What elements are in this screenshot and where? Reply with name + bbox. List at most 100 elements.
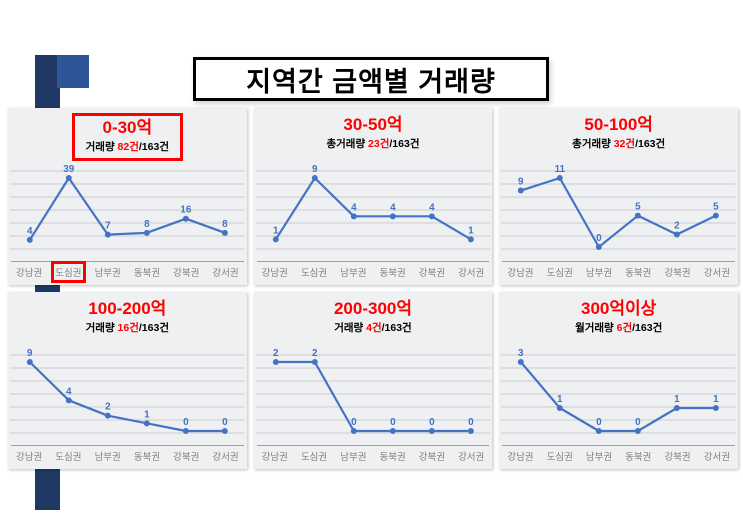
svg-text:2: 2 <box>273 348 279 359</box>
line-chart: 9 4 2 1 0 0 <box>10 348 245 434</box>
chart-panel-100-200: 100-200억 거래량 16건/163건 9 4 2 1 0 0 강남권 도심권 남부권 동북… <box>8 292 247 469</box>
chart-subtitle: 거래량 82건/163건 <box>86 140 169 155</box>
subtitle-prefix: 거래량 <box>334 321 367 334</box>
subtitle-total: /163건 <box>138 140 169 153</box>
svg-text:0: 0 <box>222 417 228 428</box>
slide-title-box: 지역간 금액별 거래량 <box>193 57 549 101</box>
chart-header: 30-50억 총거래량 23건/163건 <box>256 111 491 163</box>
chart-header-box: 100-200억 거래량 16건/163건 <box>75 297 180 339</box>
subtitle-total: /163건 <box>632 321 663 334</box>
line-chart: 4 39 7 8 16 8 <box>10 164 245 250</box>
subtitle-prefix: 총거래량 <box>572 137 614 150</box>
svg-text:1: 1 <box>557 394 563 405</box>
subtitle-count: 6건 <box>616 321 633 334</box>
svg-text:4: 4 <box>27 226 33 237</box>
subtitle-count: 4건 <box>366 321 382 334</box>
svg-text:2: 2 <box>674 220 680 231</box>
chart-title: 300억이상 <box>581 299 657 318</box>
svg-text:4: 4 <box>429 202 435 213</box>
x-axis: 강남권 도심권 남부권 동북권 강북권 강서권 <box>256 445 490 467</box>
x-axis-label: 남부권 <box>585 268 613 279</box>
x-axis-label: 강서권 <box>458 452 485 463</box>
subtitle-count: 23건 <box>368 137 390 150</box>
svg-text:0: 0 <box>390 417 396 428</box>
x-axis-label: 강서권 <box>703 268 730 279</box>
line-chart: 3 1 0 0 1 1 <box>501 348 736 434</box>
x-axis-label: 강북권 <box>173 452 200 463</box>
x-axis-label: 강북권 <box>664 268 691 279</box>
chart-title: 200-300억 <box>333 299 412 318</box>
chart-header: 300억이상 월거래량 6건/163건 <box>501 295 736 347</box>
chart-panel-30-50: 30-50억 총거래량 23건/163건 1 9 4 4 4 1 강남권 도심권 남부권 동북권… <box>253 108 493 285</box>
chart-subtitle: 거래량 16건/163건 <box>86 321 169 336</box>
decorative-blue-square <box>57 55 89 88</box>
svg-text:39: 39 <box>63 164 74 175</box>
chart-subtitle: 총거래량 23건/163건 <box>326 137 419 152</box>
subtitle-total: /163건 <box>389 137 420 150</box>
x-axis: 강남권 도심권 남부권 동북권 강북권 강서권 <box>11 445 244 467</box>
svg-text:9: 9 <box>312 164 318 175</box>
svg-text:2: 2 <box>105 402 111 413</box>
svg-text:2: 2 <box>312 348 318 359</box>
slide-title: 지역간 금액별 거래량 <box>246 66 496 97</box>
x-axis-label: 도심권 <box>300 268 328 279</box>
svg-text:9: 9 <box>518 177 524 188</box>
chart-header: 200-300억 거래량 4건/163건 <box>256 295 491 347</box>
x-axis-label: 강남권 <box>16 268 43 279</box>
svg-text:1: 1 <box>674 394 680 405</box>
x-axis-label: 도심권 <box>51 261 86 283</box>
svg-text:1: 1 <box>273 225 279 236</box>
svg-text:0: 0 <box>468 417 474 428</box>
x-axis: 강남권 도심권 남부권 동북권 강북권 강서권 <box>502 445 735 467</box>
x-axis-label: 남부권 <box>94 452 121 463</box>
x-axis-label: 강남권 <box>507 268 534 279</box>
x-axis-label: 동북권 <box>379 268 406 279</box>
chart-header-box: 200-300억 거래량 4건/163건 <box>323 297 423 339</box>
subtitle-count: 32건 <box>613 137 636 150</box>
chart-title: 0-30억 <box>102 118 153 137</box>
x-axis: 강남권 도심권 남부권 동북권 강북권 강서권 <box>256 261 490 283</box>
chart-subtitle: 총거래량 32건/163건 <box>572 137 665 152</box>
svg-text:0: 0 <box>183 417 189 428</box>
x-axis: 강남권 도심권 남부권 동북권 강북권 강서권 <box>11 261 244 283</box>
subtitle-total: /163건 <box>635 137 666 150</box>
svg-text:1: 1 <box>713 394 719 405</box>
chart-header: 50-100억 총거래량 32건/163건 <box>501 111 736 163</box>
svg-text:4: 4 <box>351 202 357 213</box>
x-axis-label: 도심권 <box>546 452 573 463</box>
x-axis-label: 강북권 <box>664 452 691 463</box>
x-axis-label: 강서권 <box>212 452 239 463</box>
subtitle-prefix: 총거래량 <box>326 137 369 150</box>
x-axis-label: 남부권 <box>585 452 613 463</box>
subtitle-count: 82건 <box>117 140 139 153</box>
x-axis-label: 강북권 <box>418 452 446 463</box>
svg-text:5: 5 <box>635 202 641 213</box>
chart-subtitle: 거래량 4건/163건 <box>334 321 412 336</box>
x-axis-label: 강남권 <box>261 268 288 279</box>
line-chart: 9 11 0 5 2 5 <box>501 164 736 250</box>
line-chart: 2 2 0 0 0 0 <box>255 348 491 434</box>
chart-header-box: 30-50억 총거래량 23건/163건 <box>315 113 430 155</box>
svg-text:0: 0 <box>596 417 602 428</box>
chart-title: 50-100억 <box>584 115 653 134</box>
svg-text:11: 11 <box>555 164 566 175</box>
subtitle-total: /163건 <box>381 321 412 334</box>
x-axis-label: 강남권 <box>261 452 288 463</box>
svg-text:16: 16 <box>180 205 191 216</box>
svg-text:9: 9 <box>27 348 33 359</box>
svg-text:0: 0 <box>429 417 435 428</box>
svg-text:1: 1 <box>468 225 474 236</box>
chart-panel-200-300: 200-300억 거래량 4건/163건 2 2 0 0 0 0 강남권 도심권 남부권 동북권… <box>253 292 493 469</box>
x-axis-label: 도심권 <box>300 452 328 463</box>
x-axis-label: 남부권 <box>340 452 367 463</box>
svg-text:1: 1 <box>144 409 150 420</box>
x-axis-label: 강북권 <box>418 268 446 279</box>
chart-title: 30-50억 <box>343 115 403 134</box>
line-chart: 1 9 4 4 4 1 <box>255 164 491 250</box>
x-axis-label: 강남권 <box>16 452 43 463</box>
x-axis-label: 동북권 <box>133 268 161 279</box>
charts-grid: 0-30억 거래량 82건/163건 4 39 7 8 16 8 강남권 도심권 남부권 동북권… <box>8 108 738 469</box>
subtitle-count: 16건 <box>117 321 139 334</box>
chart-header: 0-30억 거래량 82건/163건 <box>10 111 245 163</box>
